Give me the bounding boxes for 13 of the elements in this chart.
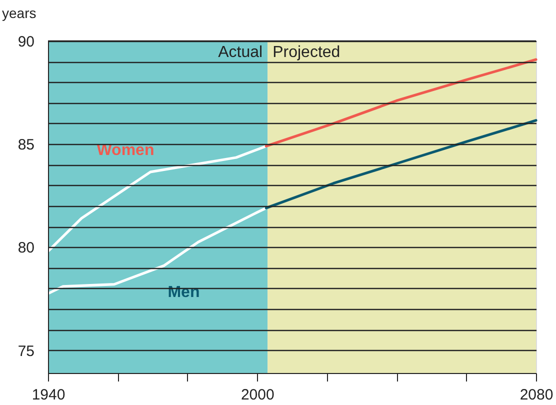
- band-label: Projected: [272, 44, 340, 61]
- y-tick-label: 90: [18, 34, 34, 50]
- y-tick-label: 80: [18, 240, 34, 257]
- x-tick-label: 1940: [32, 386, 66, 404]
- y-tick-label: 75: [18, 342, 34, 360]
- line-series: [264, 119, 538, 210]
- x-tick-label: 2080: [520, 386, 554, 404]
- annotation: Women: [96, 142, 154, 159]
- line-series: [46, 144, 268, 253]
- band-label: Actual: [218, 44, 263, 61]
- y-tick-label: 85: [18, 136, 34, 154]
- y-axis-title: years: [2, 5, 36, 21]
- x-tick-label: 2000: [240, 386, 274, 404]
